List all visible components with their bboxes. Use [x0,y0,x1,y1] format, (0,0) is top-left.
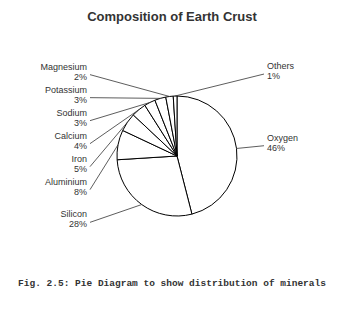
svg-text:Oxygen46%: Oxygen46% [267,133,298,153]
svg-text:Calcium4%: Calcium4% [54,131,87,151]
svg-text:Potassium3%: Potassium3% [45,85,87,105]
svg-text:Sodium3%: Sodium3% [56,108,87,128]
svg-text:Others1%: Others1% [267,61,295,81]
svg-text:Silicon28%: Silicon28% [60,209,87,229]
svg-text:Magnesium2%: Magnesium2% [40,62,87,82]
html-text:Fig. 2.5: Pie Diagram to show: Fig. 2.5: Pie Diagram to show distributi… [18,278,326,289]
html-text:Composition of Earth Crust: Composition of Earth Crust [87,9,257,24]
svg-text:Aluminium8%: Aluminium8% [45,177,87,197]
svg-text:Iron5%: Iron5% [71,154,87,174]
